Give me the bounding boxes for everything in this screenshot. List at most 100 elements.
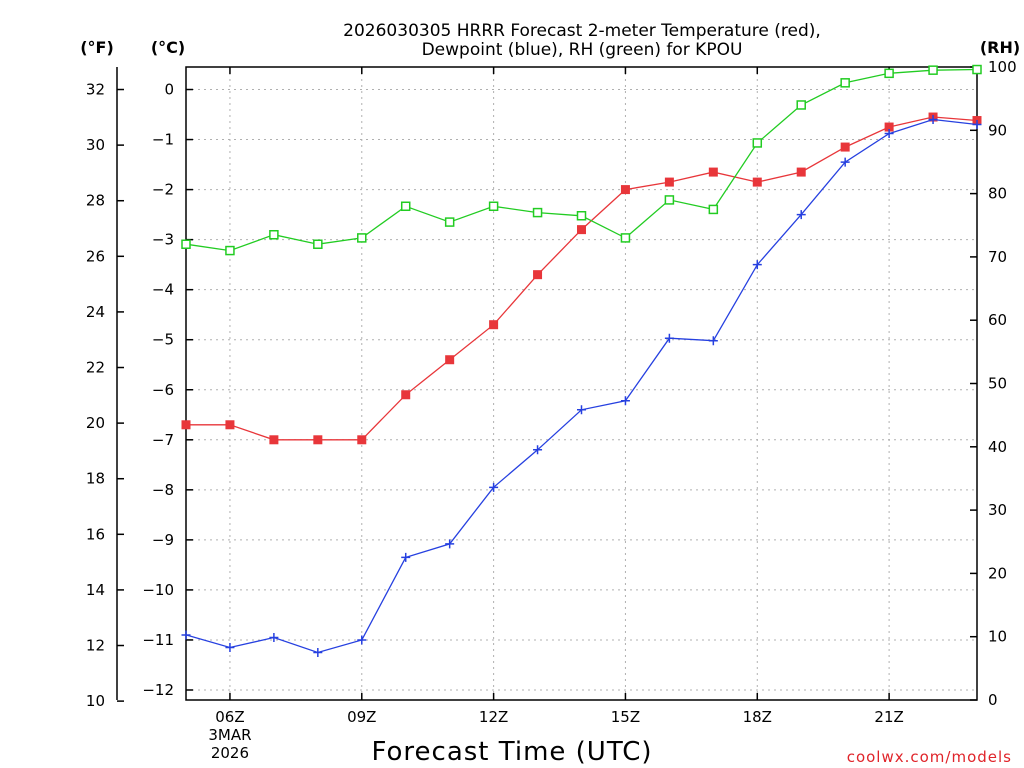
series-rh bbox=[181, 64, 982, 256]
tick-labels: 3230282624222018161412100−1−2−3−4−5−6−7−… bbox=[86, 58, 1017, 762]
fahrenheit-tick-label: 28 bbox=[86, 192, 105, 210]
rh-point bbox=[752, 138, 763, 148]
temperature-point bbox=[225, 420, 235, 430]
celsius-tick-label: −3 bbox=[152, 231, 174, 249]
temperature-point bbox=[752, 177, 762, 187]
temperature-point bbox=[708, 167, 718, 177]
temperature-point bbox=[489, 320, 499, 330]
temperature-point bbox=[313, 435, 323, 445]
dewpoint-point bbox=[577, 405, 586, 415]
rh-point bbox=[840, 78, 850, 88]
rh-point bbox=[796, 100, 806, 110]
dewpoint-point bbox=[401, 552, 411, 562]
temperature-point bbox=[269, 435, 279, 445]
dewpoint-point bbox=[840, 157, 850, 167]
rh-point bbox=[225, 245, 235, 256]
fahrenheit-tick-label: 24 bbox=[86, 303, 105, 321]
temperature-point bbox=[401, 390, 411, 400]
x-tick-label: 21Z bbox=[874, 708, 903, 726]
fahrenheit-unit-label: (°F) bbox=[80, 38, 114, 57]
rh-point bbox=[884, 68, 894, 79]
fahrenheit-tick-label: 30 bbox=[86, 136, 105, 154]
rh-point bbox=[400, 201, 411, 212]
dewpoint-point bbox=[445, 539, 455, 549]
temperature-point bbox=[664, 177, 674, 187]
temperature-point bbox=[445, 355, 455, 365]
celsius-tick-label: −9 bbox=[152, 531, 174, 549]
temperature-point bbox=[181, 420, 191, 430]
rh-tick-label: 60 bbox=[988, 311, 1007, 329]
dewpoint-point bbox=[620, 396, 630, 406]
temperature-point bbox=[796, 167, 806, 177]
rh-point bbox=[181, 239, 191, 249]
celsius-tick-label: −2 bbox=[152, 181, 174, 199]
fahrenheit-tick-label: 12 bbox=[86, 637, 105, 655]
dewpoint-point bbox=[972, 120, 982, 130]
temperature-point bbox=[357, 435, 367, 445]
chart-title-line-1: 2026030305 HRRR Forecast 2-meter Tempera… bbox=[343, 21, 821, 41]
celsius-tick-label: −8 bbox=[152, 481, 174, 499]
rh-tick-label: 50 bbox=[988, 375, 1007, 393]
rh-tick-label: 0 bbox=[988, 691, 998, 709]
fahrenheit-tick-label: 32 bbox=[86, 81, 105, 99]
rh-tick-label: 90 bbox=[988, 121, 1007, 139]
series-dewpoint bbox=[181, 115, 982, 657]
celsius-tick-label: −11 bbox=[142, 631, 174, 649]
dewpoint-point bbox=[928, 115, 938, 125]
celsius-tick-label: −6 bbox=[152, 381, 174, 399]
celsius-unit-label: (°C) bbox=[151, 38, 185, 57]
temperature-point bbox=[840, 142, 850, 152]
rh-unit-label: (RH) bbox=[980, 38, 1020, 57]
dewpoint-point bbox=[181, 630, 191, 640]
rh-tick-label: 30 bbox=[988, 501, 1007, 519]
dewpoint-point bbox=[708, 336, 718, 346]
fahrenheit-tick-label: 14 bbox=[86, 581, 105, 599]
dewpoint-point bbox=[489, 482, 499, 492]
chart-title-line-2: Dewpoint (blue), RH (green) for KPOU bbox=[422, 40, 743, 60]
rh-point bbox=[532, 207, 543, 218]
rh-point bbox=[488, 201, 499, 212]
celsius-tick-label: −7 bbox=[152, 431, 174, 449]
axes bbox=[116, 66, 978, 702]
fahrenheit-tick-label: 26 bbox=[86, 247, 105, 265]
rh-point bbox=[972, 64, 982, 75]
x-tick-date-label: 3MAR bbox=[208, 726, 251, 744]
fahrenheit-tick-label: 20 bbox=[86, 414, 105, 432]
celsius-tick-label: −5 bbox=[152, 331, 174, 349]
dewpoint-point bbox=[533, 445, 543, 455]
credit-text: coolwx.com/models bbox=[847, 748, 1012, 766]
fahrenheit-tick-label: 16 bbox=[86, 525, 105, 543]
dewpoint-point bbox=[225, 642, 235, 652]
fahrenheit-tick-label: 18 bbox=[86, 470, 105, 488]
temperature-point bbox=[533, 270, 543, 280]
temperature-point bbox=[577, 225, 586, 235]
x-tick-label: 18Z bbox=[743, 708, 772, 726]
series-temperature bbox=[181, 112, 982, 445]
rh-tick-label: 100 bbox=[988, 58, 1017, 76]
rh-point bbox=[444, 217, 455, 227]
rh-point bbox=[664, 195, 675, 205]
rh-point bbox=[620, 233, 631, 243]
celsius-tick-label: −12 bbox=[142, 681, 174, 699]
rh-tick-label: 70 bbox=[988, 248, 1007, 266]
dewpoint-point bbox=[313, 647, 323, 657]
x-tick-label: 15Z bbox=[611, 708, 640, 726]
rh-point bbox=[928, 65, 938, 75]
x-tick-date-label: 2026 bbox=[211, 744, 249, 762]
x-tick-label: 12Z bbox=[479, 708, 508, 726]
temperature-point bbox=[620, 185, 630, 195]
rh-tick-label: 80 bbox=[988, 185, 1007, 203]
rh-point bbox=[357, 233, 367, 243]
dewpoint-point bbox=[357, 635, 367, 645]
rh-tick-label: 10 bbox=[988, 628, 1007, 646]
rh-point bbox=[576, 211, 587, 221]
rh-point bbox=[269, 229, 279, 240]
rh-point bbox=[708, 204, 719, 215]
celsius-tick-label: −10 bbox=[142, 581, 174, 599]
dewpoint-point bbox=[664, 333, 674, 343]
rh-point bbox=[313, 239, 323, 249]
x-axis-title: Forecast Time (UTC) bbox=[371, 737, 652, 767]
fahrenheit-tick-label: 22 bbox=[86, 359, 105, 377]
data-series bbox=[181, 64, 982, 657]
